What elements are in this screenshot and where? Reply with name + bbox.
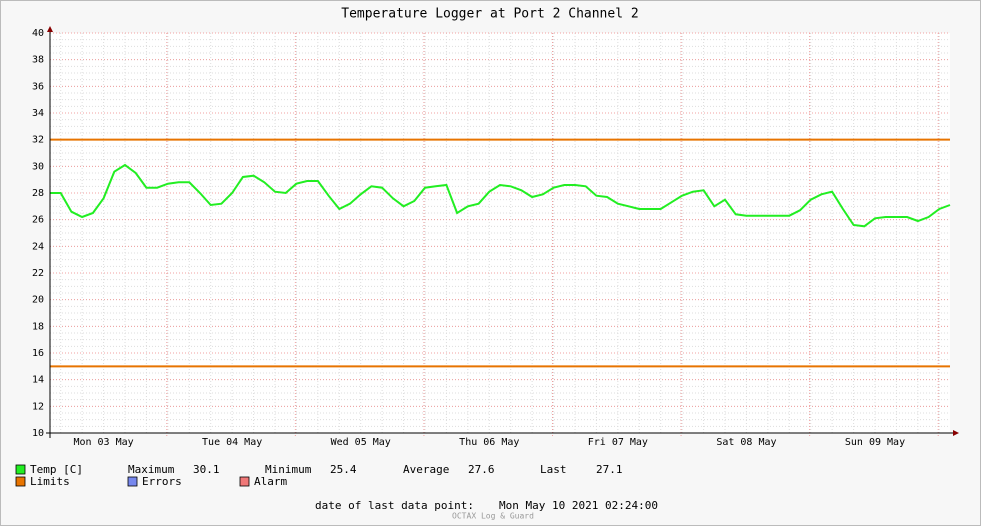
watermark: OCTAX Log & Guard <box>452 512 534 521</box>
y-arrow <box>47 26 53 32</box>
x-tick-label: Tue 04 May <box>202 437 262 448</box>
stat-label: Maximum <box>128 463 175 476</box>
y-tick-label: 28 <box>32 188 44 199</box>
stat-label: Average <box>403 463 449 476</box>
chart-title: Temperature Logger at Port 2 Channel 2 <box>341 7 638 22</box>
y-tick-label: 26 <box>32 215 44 226</box>
stat-value: 27.1 <box>596 463 623 476</box>
y-tick-label: 12 <box>32 401 44 412</box>
y-tick-label: 10 <box>32 428 44 439</box>
legend-swatch <box>15 476 26 487</box>
legend-swatch <box>127 476 138 487</box>
x-tick-label: Wed 05 May <box>331 437 391 448</box>
x-tick-label: Thu 06 May <box>459 437 519 448</box>
y-tick-label: 14 <box>32 375 44 386</box>
x-arrow <box>953 430 959 436</box>
x-tick-label: Fri 07 May <box>588 437 648 448</box>
y-tick-label: 24 <box>32 241 44 252</box>
stat-value: 27.6 <box>468 463 495 476</box>
y-tick-label: 40 <box>32 28 44 39</box>
y-tick-label: 18 <box>32 321 44 332</box>
legend-label: Temp [C] <box>30 463 83 476</box>
y-tick-label: 22 <box>32 268 44 279</box>
x-tick-label: Mon 03 May <box>73 437 133 448</box>
data-line <box>50 163 951 228</box>
legend-label: Errors <box>142 475 182 488</box>
footer-label: date of last data point: <box>315 499 474 512</box>
legend-label: Alarm <box>254 475 287 488</box>
marks <box>50 138 951 368</box>
stat-value: 25.4 <box>330 463 357 476</box>
x-tick-label: Sat 08 May <box>716 437 776 448</box>
y-tick-label: 30 <box>32 161 44 172</box>
y-tick-label: 32 <box>32 135 44 146</box>
y-tick-label: 38 <box>32 55 44 66</box>
y-tick-label: 16 <box>32 348 44 359</box>
stat-label: Minimum <box>265 463 312 476</box>
y-tick-label: 20 <box>32 295 44 306</box>
legend-swatch <box>239 476 250 487</box>
legend-label: Limits <box>30 475 70 488</box>
x-tick-label: Sun 09 May <box>845 437 905 448</box>
stat-label: Last <box>540 463 567 476</box>
footer-value: Mon May 10 2021 02:24:00 <box>499 499 658 512</box>
y-tick-label: 36 <box>32 81 44 92</box>
y-tick-label: 34 <box>32 108 44 119</box>
legend-swatch <box>15 464 26 475</box>
stat-value: 30.1 <box>193 463 220 476</box>
